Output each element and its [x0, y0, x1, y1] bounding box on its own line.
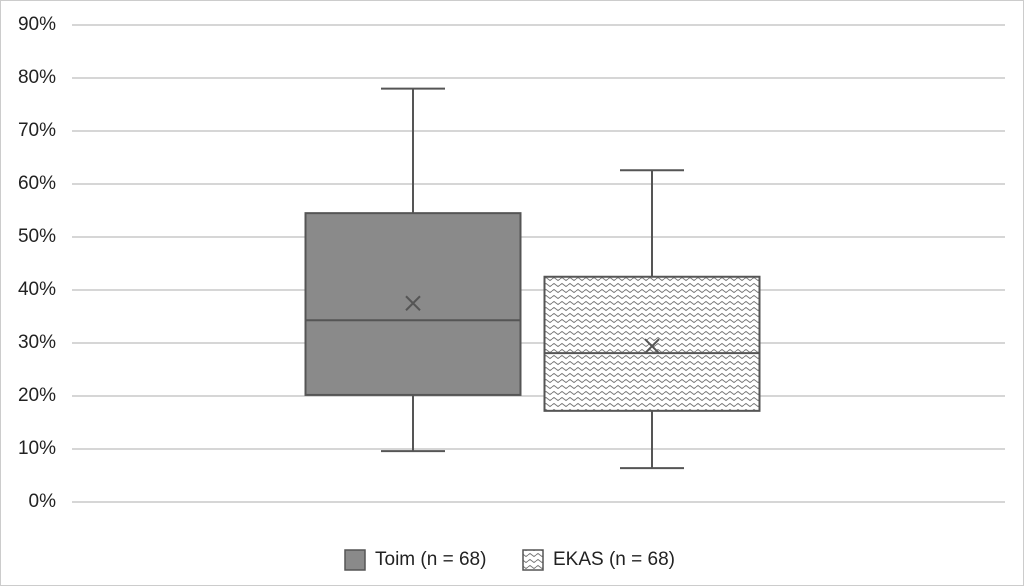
y-tick-label: 80% — [18, 67, 56, 88]
legend-label: EKAS (n = 68) — [553, 549, 675, 570]
legend-swatch — [344, 549, 366, 571]
y-tick-label: 60% — [18, 173, 56, 194]
y-tick-label: 20% — [18, 385, 56, 406]
y-tick-label: 90% — [18, 14, 56, 35]
box — [543, 275, 761, 412]
y-tick-label: 0% — [29, 491, 57, 512]
y-tick-label: 40% — [18, 279, 56, 300]
legend-swatch — [522, 549, 544, 571]
legend-label: Toim (n = 68) — [375, 549, 486, 570]
y-tick-label: 50% — [18, 226, 56, 247]
y-tick-label: 30% — [18, 332, 56, 353]
mean-marker — [405, 295, 421, 311]
y-tick-label: 70% — [18, 120, 56, 141]
mean-marker — [644, 338, 660, 354]
y-tick-label: 10% — [18, 438, 56, 459]
